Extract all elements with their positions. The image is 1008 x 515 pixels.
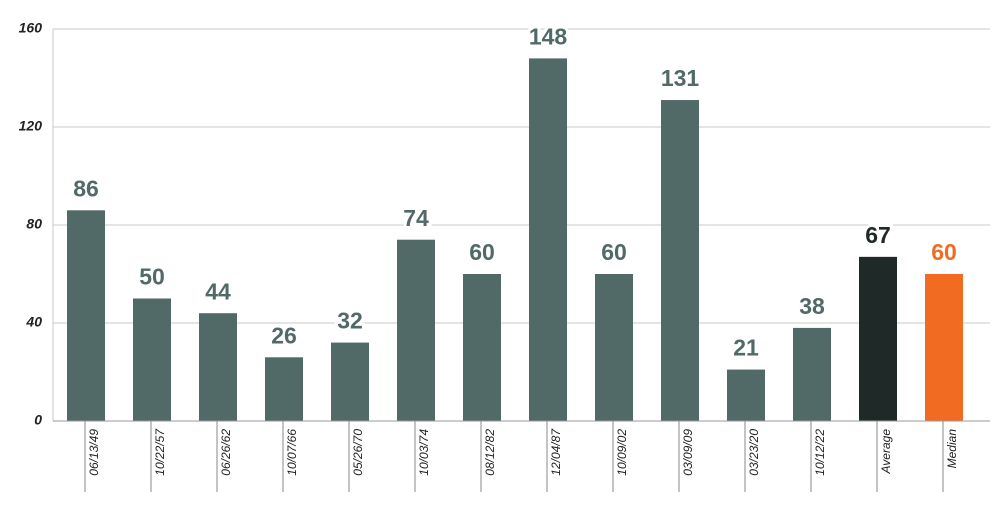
bar xyxy=(661,100,699,422)
value-label: 60 xyxy=(469,239,495,265)
value-label: 21 xyxy=(733,335,759,361)
x-tick-label: 12/04/87 xyxy=(549,428,563,476)
y-tick-label: 0 xyxy=(34,412,42,428)
y-tick-label: 160 xyxy=(19,20,43,36)
bar xyxy=(727,369,765,421)
x-tick-label: 03/23/20 xyxy=(747,429,761,476)
value-label: 148 xyxy=(529,23,568,49)
bar xyxy=(925,274,963,421)
x-tick-label: 06/26/62 xyxy=(219,429,233,476)
value-label: 38 xyxy=(799,293,825,319)
bar xyxy=(859,256,897,421)
value-label: 44 xyxy=(205,278,231,304)
y-tick-label: 80 xyxy=(26,216,42,232)
value-label: 86 xyxy=(73,175,99,201)
bar xyxy=(67,210,105,421)
bar xyxy=(463,274,501,421)
bar xyxy=(331,342,369,421)
bar xyxy=(793,327,831,421)
x-tick-label: 10/09/02 xyxy=(615,429,629,476)
x-tick-label: 10/12/22 xyxy=(813,429,827,476)
value-label: 50 xyxy=(139,264,165,290)
value-label: 60 xyxy=(931,239,957,265)
value-label: 26 xyxy=(271,322,297,348)
x-tick-label: 03/09/09 xyxy=(681,429,695,476)
value-label: 131 xyxy=(661,65,700,91)
x-tick-label: 08/12/82 xyxy=(483,429,497,476)
x-tick-label: Median xyxy=(945,429,959,469)
value-label: 74 xyxy=(403,205,429,231)
x-tick-label: Average xyxy=(879,429,893,475)
value-label: 67 xyxy=(865,222,891,248)
bar xyxy=(199,313,237,421)
x-tick-label: 10/03/74 xyxy=(417,429,431,476)
bar xyxy=(529,58,567,422)
y-tick-label: 40 xyxy=(25,314,42,330)
x-tick-label: 10/07/66 xyxy=(285,429,299,476)
bar xyxy=(265,357,303,421)
bar xyxy=(397,239,435,421)
bar xyxy=(595,274,633,421)
x-tick-label: 10/22/57 xyxy=(153,428,167,476)
bar xyxy=(133,298,171,421)
x-tick-label: 06/13/49 xyxy=(87,429,101,476)
value-label: 32 xyxy=(337,308,363,334)
x-tick-label: 05/26/70 xyxy=(351,429,365,476)
y-tick-label: 120 xyxy=(19,118,43,134)
value-label: 60 xyxy=(601,239,627,265)
